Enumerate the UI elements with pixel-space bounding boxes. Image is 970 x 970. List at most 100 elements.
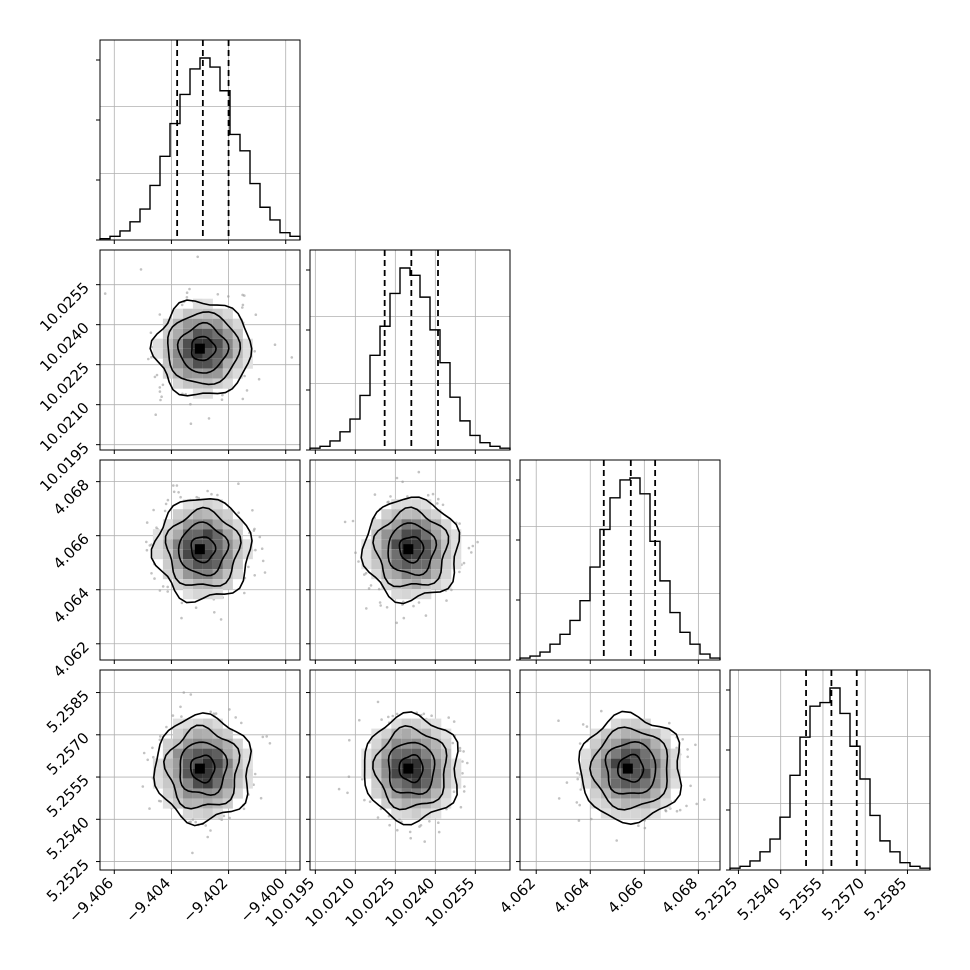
scatter-point: [188, 287, 191, 291]
density-cell: [421, 549, 432, 560]
density-cell: [371, 758, 382, 769]
scatter-point: [376, 700, 380, 704]
scatter-point: [557, 797, 561, 800]
density-cell: [172, 549, 183, 560]
scatter-point: [204, 824, 207, 827]
scatter-point: [391, 714, 395, 718]
scatter-point: [237, 482, 240, 486]
density-cell: [381, 559, 392, 570]
density-cell: [431, 758, 442, 769]
density-cell: [421, 519, 432, 530]
density-cell: [381, 758, 392, 769]
scatter-point: [158, 390, 162, 393]
scatter-point: [191, 851, 194, 855]
scatter-point: [363, 573, 366, 576]
scatter-point: [395, 476, 399, 480]
density-cell: [421, 758, 432, 769]
scatter-point: [251, 509, 254, 512]
contour-line: [363, 711, 459, 826]
density-cell: [401, 718, 412, 729]
density-cell: [441, 738, 452, 749]
scatter-point: [164, 502, 168, 506]
scatter-point: [171, 714, 175, 717]
scatter-point: [182, 691, 186, 694]
density-cell: [212, 569, 223, 580]
density-cell: [431, 569, 442, 580]
density-cell: [192, 788, 203, 799]
density-cell: [590, 758, 601, 769]
scatter-point: [189, 422, 193, 426]
density-cell: [182, 318, 193, 329]
y-tick-label: 5.2570: [43, 729, 93, 779]
density-cell: [411, 778, 422, 789]
scatter-point: [363, 798, 366, 802]
scatter-point: [437, 830, 441, 834]
density-cell: [381, 519, 392, 530]
density-cell: [431, 718, 442, 729]
density-cell: [222, 378, 233, 389]
density-cell: [391, 788, 402, 799]
density-cell: [660, 778, 671, 789]
density-cell: [212, 318, 223, 329]
scatter-point: [227, 295, 230, 298]
scatter-point: [578, 773, 582, 776]
scatter-point: [159, 735, 162, 738]
density-cell: [172, 368, 183, 379]
scatter-point: [447, 716, 451, 719]
scatter-point: [290, 356, 294, 359]
scatter-point: [145, 548, 149, 552]
density-cell: [610, 738, 621, 749]
scatter-point: [196, 255, 199, 259]
density-cell: [212, 368, 223, 379]
density-cell: [421, 768, 432, 779]
density-cell: [670, 758, 681, 769]
scatter-point: [364, 571, 368, 575]
density-cell: [182, 358, 193, 369]
density-cell: [212, 378, 223, 389]
scatter-point: [207, 417, 211, 420]
density-cell: [381, 539, 392, 550]
scatter-point: [379, 604, 383, 607]
density-cell: [610, 748, 621, 759]
scatter-point: [212, 712, 216, 715]
scatter-point: [145, 521, 149, 524]
scatter-point: [220, 398, 224, 402]
scatter-point: [346, 791, 349, 795]
density-cell: [202, 358, 213, 369]
density-peak: [403, 544, 414, 555]
scatter-point: [337, 787, 341, 791]
density-cell: [431, 788, 442, 799]
density-cell: [391, 539, 402, 550]
density-cell: [391, 798, 402, 809]
scatter-point: [273, 343, 277, 347]
density-cell: [451, 758, 462, 769]
scatter-point: [241, 306, 244, 309]
density-cell: [421, 748, 432, 759]
density-cell: [152, 348, 163, 359]
scatter-point: [179, 705, 182, 709]
density-cell: [212, 728, 223, 739]
x-tick-label: 4.062: [496, 874, 539, 917]
scatter-point: [675, 809, 679, 813]
scatter-point: [354, 551, 357, 554]
scatter-point: [419, 824, 423, 827]
density-cell: [172, 569, 183, 580]
density-cell: [411, 748, 422, 759]
density-cell: [610, 718, 621, 729]
density-cell: [421, 778, 432, 789]
scatter-point: [678, 808, 682, 812]
density-cell: [152, 338, 163, 349]
density-cell: [630, 718, 641, 729]
scatter-point: [401, 480, 404, 484]
density-cell: [222, 788, 233, 799]
density-cell: [630, 748, 641, 759]
density-cell: [361, 758, 372, 769]
density-cell: [381, 798, 392, 809]
density-cell: [640, 738, 651, 749]
density-cell: [630, 758, 641, 769]
density-cell: [441, 519, 452, 530]
density-cell: [421, 499, 432, 510]
density-cell: [162, 788, 173, 799]
density-cell: [640, 758, 651, 769]
scatter-point: [412, 604, 415, 608]
